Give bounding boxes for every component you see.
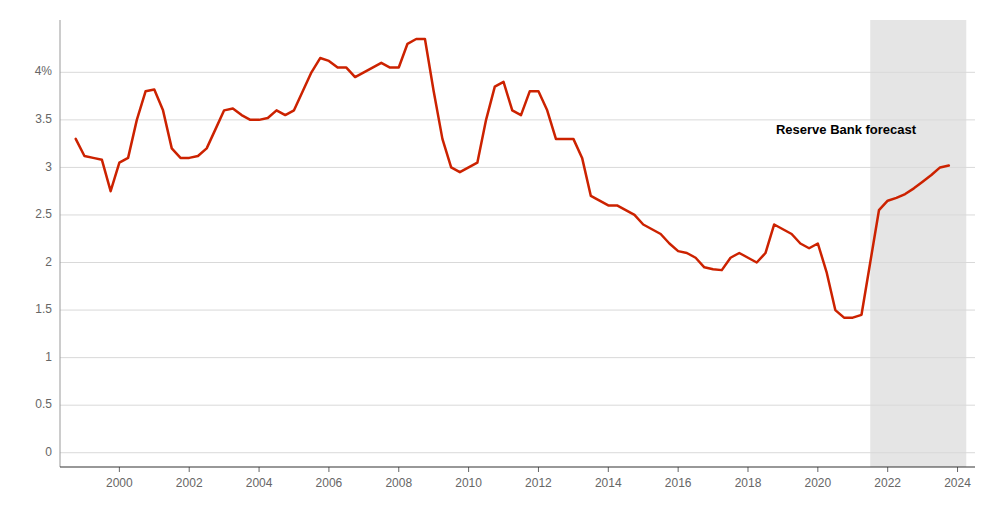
tick-mark bbox=[259, 467, 260, 472]
tick-mark bbox=[608, 467, 609, 472]
forecast-span bbox=[870, 20, 966, 467]
x-tick-label: 2002 bbox=[176, 476, 203, 490]
x-axis-line bbox=[60, 466, 975, 467]
grid-line bbox=[60, 262, 975, 263]
x-tick-label: 2018 bbox=[735, 476, 762, 490]
y-tick-label: 1 bbox=[45, 350, 52, 364]
tick-mark bbox=[957, 467, 958, 472]
tick-mark bbox=[328, 467, 329, 472]
grid-line bbox=[60, 214, 975, 215]
tick-mark bbox=[189, 467, 190, 472]
grid-line bbox=[60, 310, 975, 311]
tick-mark bbox=[468, 467, 469, 472]
x-tick-label: 2012 bbox=[525, 476, 552, 490]
x-tick-label: 2014 bbox=[595, 476, 622, 490]
x-axis: 2000 2002 2004 2006 2008 2010 2012 2014 2016 2018… bbox=[60, 467, 975, 490]
y-tick-label: 0.5 bbox=[35, 397, 52, 411]
x-tick-label: 2020 bbox=[804, 476, 831, 490]
y-axis: 0 0.5 1 1.5 2 2.5 3 3.5 4% bbox=[35, 20, 975, 467]
chart: 00.511.522.533.54%2000200220042006200820… bbox=[0, 0, 1000, 512]
grid-line bbox=[60, 452, 975, 453]
tick-mark bbox=[119, 467, 120, 472]
y-tick-label: 3.5 bbox=[35, 112, 52, 126]
y-tick-label: 4% bbox=[35, 64, 53, 78]
x-tick-label: 2010 bbox=[455, 476, 482, 490]
x-tick-label: 2016 bbox=[665, 476, 692, 490]
series-layer bbox=[76, 39, 949, 318]
x-tick-label: 2024 bbox=[944, 476, 971, 490]
x-tick-label: 2022 bbox=[874, 476, 901, 490]
x-tick-label: 2006 bbox=[316, 476, 343, 490]
grid-line bbox=[60, 167, 975, 168]
grid-line bbox=[60, 119, 975, 120]
y-tick-label: 2 bbox=[45, 255, 52, 269]
grid-line bbox=[60, 405, 975, 406]
y-tick-label: 0 bbox=[45, 445, 52, 459]
tick-mark bbox=[538, 467, 539, 472]
grid-line bbox=[60, 72, 975, 73]
tick-mark bbox=[398, 467, 399, 472]
tick-mark bbox=[678, 467, 679, 472]
grid-line bbox=[60, 357, 975, 358]
tick-mark bbox=[887, 467, 888, 472]
x-tick-label: 2008 bbox=[385, 476, 412, 490]
y-axis-line bbox=[60, 20, 61, 467]
annotation: Reserve Bank forecast bbox=[776, 122, 917, 137]
y-tick-label: 1.5 bbox=[35, 302, 52, 316]
data-line bbox=[76, 39, 949, 318]
background-layer bbox=[870, 20, 966, 467]
y-tick-label: 2.5 bbox=[35, 207, 52, 221]
tick-mark bbox=[817, 467, 818, 472]
x-tick-label: 2004 bbox=[246, 476, 273, 490]
x-tick-label: 2000 bbox=[106, 476, 133, 490]
y-tick-label: 3 bbox=[45, 160, 52, 174]
tick-mark bbox=[747, 467, 748, 472]
